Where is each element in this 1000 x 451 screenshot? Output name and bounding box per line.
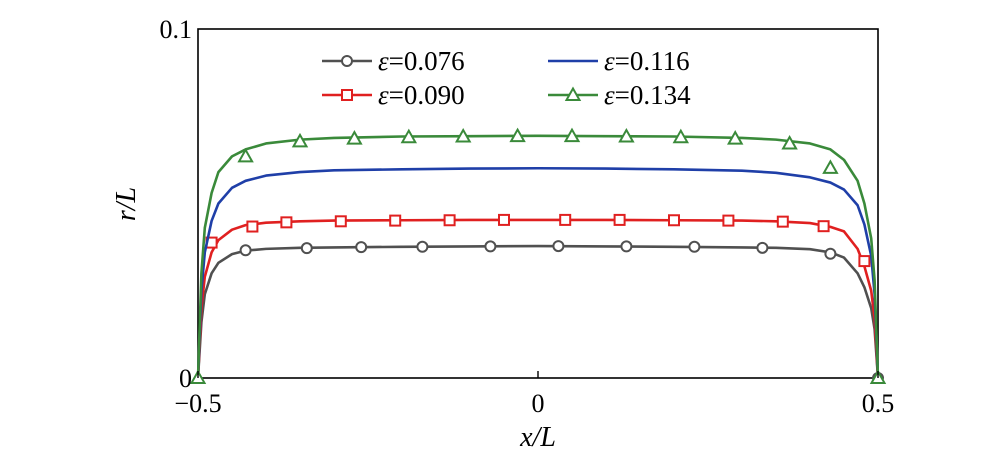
tick-layer: −0.5 0 0.500.1: [160, 15, 895, 418]
series-line-0116: [196, 166, 880, 379]
data-point-0134: [563, 127, 581, 143]
data-point-0090: [559, 213, 572, 226]
data-point-0076: [552, 240, 565, 253]
x-axis-label: x/L: [519, 422, 556, 451]
data-point-0076: [239, 244, 252, 257]
data-point-0090: [498, 213, 510, 226]
data-point-0134: [726, 130, 744, 145]
data-point-0134: [781, 134, 798, 150]
plot-frame: [197, 28, 879, 379]
data-point-0076: [824, 247, 837, 260]
legend-item-0076: ε=0.076: [322, 46, 465, 76]
data-point-0090: [246, 220, 259, 233]
data-point-0134: [291, 132, 309, 148]
data-point-0090: [858, 255, 871, 268]
data-point-0090: [443, 214, 456, 227]
data-point-0090: [776, 215, 789, 228]
series-layer: [189, 127, 887, 384]
legend-marker: [341, 89, 353, 101]
data-point-0134: [400, 128, 418, 144]
data-point-0134: [509, 127, 526, 143]
legend-marker: [341, 55, 353, 67]
data-point-0076: [484, 240, 497, 253]
data-point-0134: [346, 130, 363, 145]
data-point-0134: [237, 147, 254, 163]
legend-label: ε=0.116: [604, 46, 690, 76]
x-tick-label: 0.5: [862, 389, 895, 418]
series-0076: [196, 240, 884, 384]
data-point-0090: [668, 214, 680, 227]
series-0134: [189, 127, 887, 384]
data-point-0090: [280, 216, 293, 229]
data-point-0076: [355, 241, 368, 254]
data-point-0090: [613, 213, 626, 226]
x-tick-label: −0.5: [174, 389, 221, 418]
data-point-0134: [454, 127, 472, 143]
data-point-0134: [672, 128, 690, 144]
legend-marker: [564, 86, 582, 101]
data-point-0076: [300, 242, 313, 255]
x-tick-label: 0: [532, 389, 545, 418]
data-point-0090: [389, 214, 402, 227]
data-point-0076: [416, 240, 429, 253]
series-line-0134: [196, 134, 880, 379]
legend-label: ε=0.090: [378, 80, 465, 110]
legend-item-0134: ε=0.134: [548, 80, 691, 110]
series-line-0090: [196, 218, 880, 379]
series-0116: [196, 166, 880, 379]
data-point-0090: [334, 215, 347, 228]
series-0090: [196, 213, 880, 379]
y-tick-label: 0: [179, 364, 192, 393]
data-point-0090: [817, 220, 830, 233]
y-tick-label: 0.1: [160, 15, 193, 44]
data-point-0134: [822, 159, 839, 174]
y-axis-label: r/L: [111, 187, 142, 221]
series-line-0076: [196, 244, 880, 379]
data-point-0076: [620, 240, 633, 253]
legend-item-0090: ε=0.090: [322, 80, 465, 110]
data-point-0076: [756, 241, 769, 254]
legend-item-0116: ε=0.116: [548, 46, 690, 76]
data-point-0076: [688, 240, 701, 253]
data-point-0134: [618, 127, 635, 143]
data-point-0090: [722, 214, 735, 227]
legend-label: ε=0.076: [378, 46, 465, 76]
legend-label: ε=0.134: [604, 80, 691, 110]
legend: ε=0.076 ε=0.090 ε=0.116 ε=0.134: [322, 46, 691, 110]
